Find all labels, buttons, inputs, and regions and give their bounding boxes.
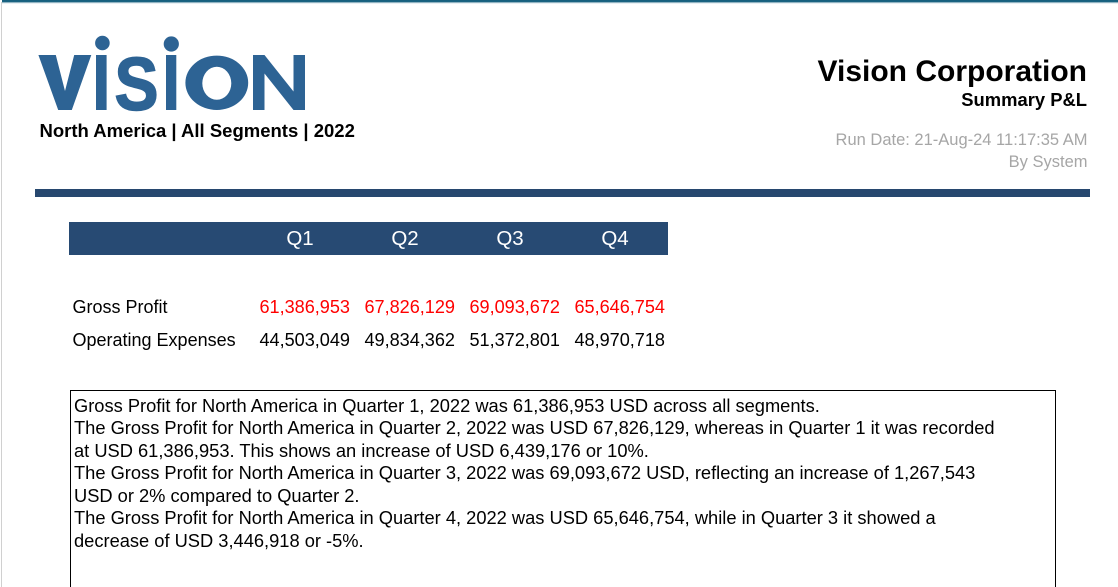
svg-text:S: S	[115, 42, 159, 114]
